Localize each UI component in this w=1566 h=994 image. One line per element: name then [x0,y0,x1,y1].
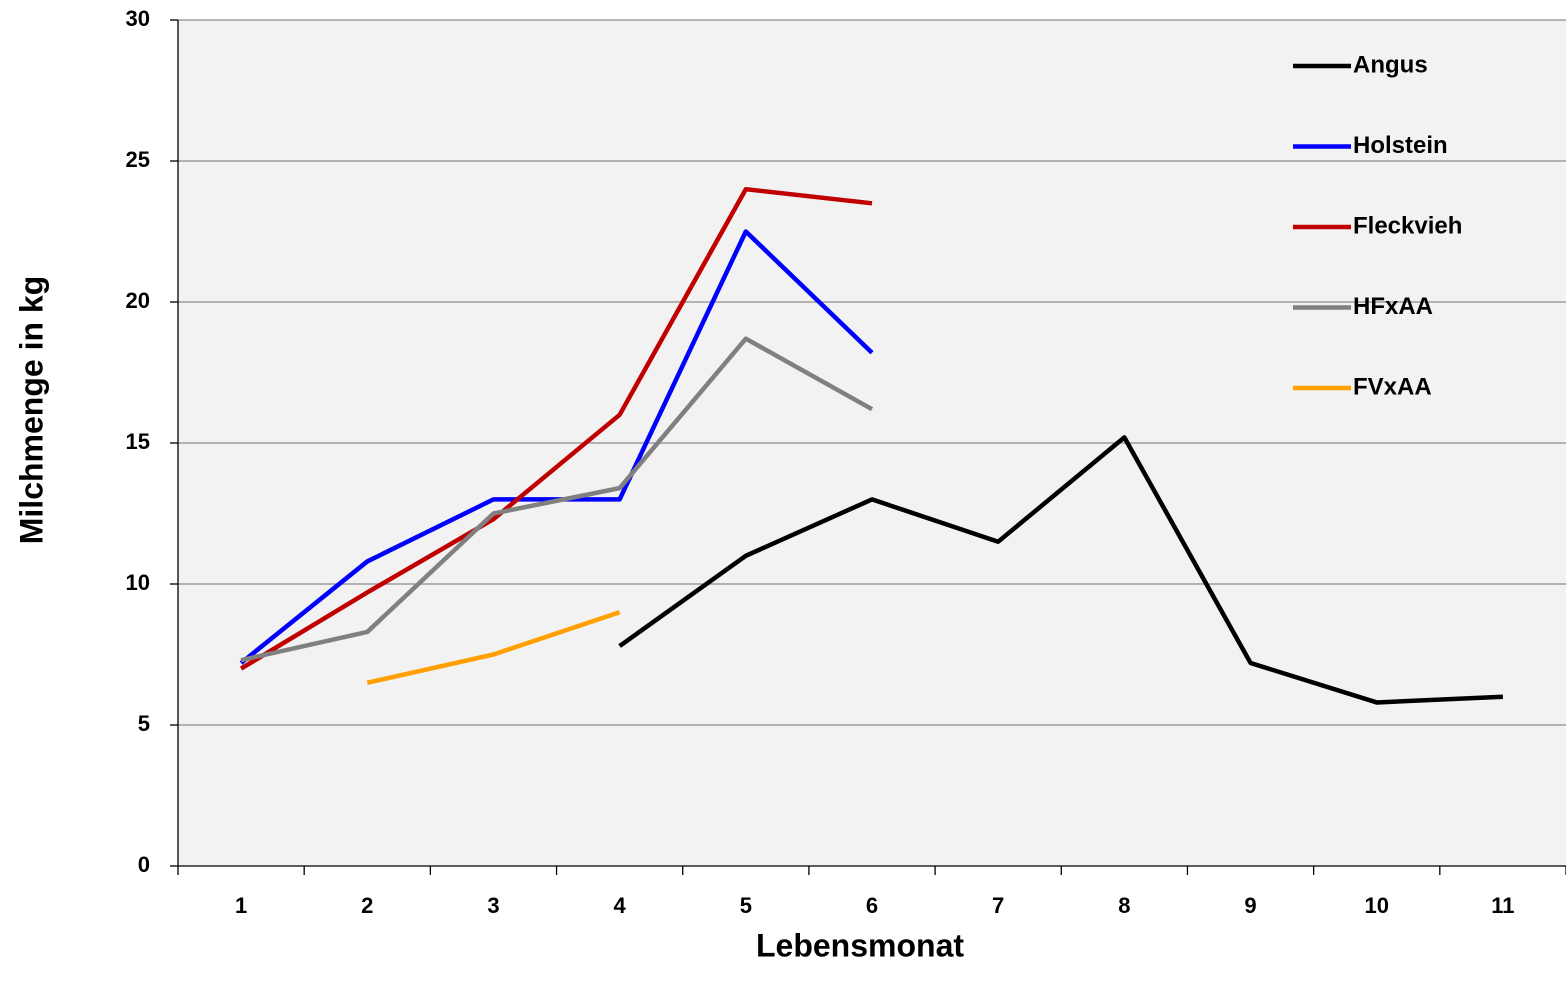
legend-label: Angus [1353,51,1428,78]
x-tick-label: 4 [614,893,627,918]
x-tick-label: 9 [1244,893,1256,918]
y-tick-label: 10 [126,570,150,595]
x-tick-label: 6 [866,893,878,918]
legend-label: Fleckvieh [1353,212,1462,239]
legend-label: FVxAA [1353,373,1432,400]
legend-label: Holstein [1353,132,1448,159]
series-line [366,610,621,685]
x-tick-label: 3 [487,893,499,918]
y-tick-label: 5 [138,711,150,736]
x-tick-label: 11 [1491,893,1514,918]
y-tick-label: 0 [138,852,150,877]
y-tick-label: 20 [126,288,150,313]
series-line [240,336,874,663]
y-tick-label: 30 [126,6,150,31]
x-tick-label: 1 [235,893,247,918]
x-tick-label: 8 [1118,893,1130,918]
legend-label: HFxAA [1353,293,1433,320]
y-axis-title: Milchmenge in kg [13,276,49,544]
y-tick-label: 15 [126,429,150,454]
series-line [239,186,873,671]
x-axis-title: Lebensmonat [756,927,964,963]
x-tick-label: 7 [992,893,1004,918]
x-tick-label: 10 [1364,893,1388,918]
y-tick-label: 25 [126,147,150,172]
x-tick-label: 2 [361,893,373,918]
series-line [618,435,1504,705]
x-tick-label: 5 [740,893,752,918]
